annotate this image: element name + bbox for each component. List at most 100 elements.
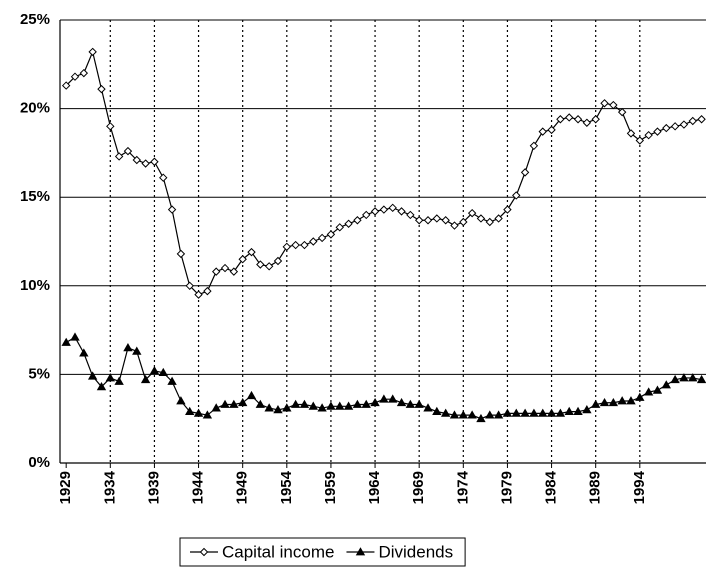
point	[132, 346, 142, 355]
point	[220, 399, 230, 408]
point	[193, 408, 204, 417]
point	[211, 403, 221, 412]
point	[441, 216, 450, 225]
legend-label: Dividends	[378, 542, 453, 561]
point	[467, 410, 477, 419]
point	[176, 249, 186, 259]
point	[308, 401, 318, 410]
point	[493, 410, 504, 419]
series-line	[65, 336, 702, 420]
point	[406, 210, 415, 220]
point	[644, 130, 653, 140]
point	[282, 403, 292, 412]
point	[635, 392, 645, 401]
point	[238, 255, 247, 264]
point	[688, 373, 698, 382]
x-tick-label: 1974	[454, 470, 471, 504]
point	[502, 408, 513, 417]
point	[309, 237, 318, 246]
point	[467, 208, 477, 218]
point	[397, 207, 406, 216]
point	[414, 399, 424, 408]
point	[202, 410, 213, 419]
point	[582, 118, 592, 127]
point	[626, 129, 636, 138]
point	[326, 401, 336, 410]
legend-box	[179, 537, 466, 567]
point	[405, 399, 416, 408]
y-tick-label: 20%	[20, 100, 50, 117]
point	[362, 210, 371, 220]
point	[423, 403, 433, 412]
point	[247, 247, 256, 257]
point	[335, 401, 345, 410]
point	[670, 122, 680, 131]
x-tick-label: 1979	[498, 471, 515, 504]
x-tick-label: 1929	[57, 471, 74, 504]
point	[194, 290, 203, 299]
y-tick-label: 10%	[20, 277, 50, 294]
x-tick-label: 1984	[543, 470, 560, 504]
point	[600, 99, 609, 108]
point	[538, 127, 547, 136]
point	[132, 155, 141, 165]
point	[679, 120, 689, 129]
point	[608, 397, 619, 407]
point	[476, 214, 486, 223]
point	[229, 267, 239, 276]
point	[149, 366, 160, 375]
point	[79, 348, 89, 357]
x-tick-label: 1969	[410, 471, 427, 504]
point	[87, 371, 98, 380]
legend-marker	[355, 547, 366, 556]
point	[176, 396, 186, 405]
point	[246, 390, 257, 400]
point	[396, 397, 407, 407]
point	[476, 413, 486, 423]
point	[670, 374, 680, 384]
point	[529, 141, 539, 151]
point	[388, 203, 397, 213]
point	[626, 396, 636, 405]
point	[326, 230, 336, 239]
y-tick-label: 25%	[20, 11, 50, 28]
point	[79, 68, 89, 78]
y-tick-label: 5%	[28, 365, 50, 382]
point	[70, 72, 80, 81]
legend-marker	[199, 547, 209, 557]
point	[256, 260, 265, 269]
point	[167, 376, 177, 385]
point	[652, 385, 663, 394]
point	[555, 408, 566, 417]
point	[440, 408, 451, 417]
point	[503, 205, 512, 214]
x-tick-label: 1939	[145, 471, 162, 504]
point	[229, 399, 239, 408]
point	[123, 343, 133, 352]
point	[140, 374, 151, 384]
point	[565, 113, 574, 122]
point	[432, 214, 442, 223]
series-line	[65, 49, 702, 296]
point	[520, 408, 530, 417]
point	[388, 394, 398, 403]
point	[696, 374, 706, 384]
point	[547, 125, 556, 135]
point	[653, 127, 662, 136]
point	[573, 406, 583, 416]
point	[609, 100, 618, 110]
point	[573, 115, 583, 124]
point	[353, 216, 362, 225]
point	[237, 397, 248, 407]
point	[529, 408, 539, 417]
point	[317, 233, 327, 243]
point	[255, 399, 266, 408]
point	[590, 399, 601, 408]
point	[105, 373, 115, 382]
point	[423, 216, 433, 225]
point	[185, 281, 194, 291]
point	[635, 136, 645, 145]
point	[485, 217, 494, 227]
point	[203, 286, 212, 296]
